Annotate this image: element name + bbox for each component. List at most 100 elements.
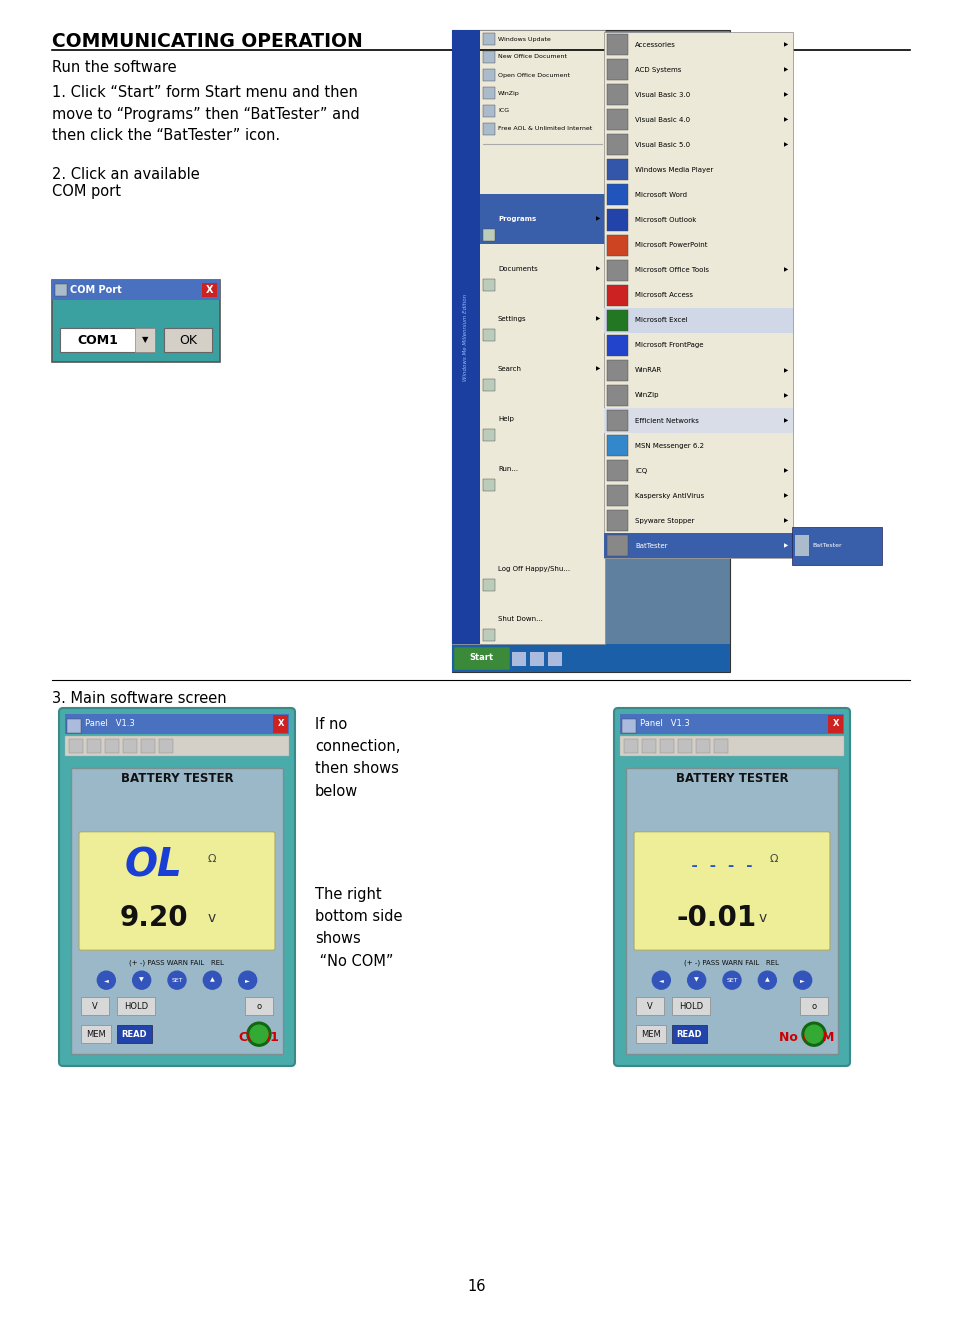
Bar — [641, 739, 656, 753]
Bar — [482, 278, 495, 290]
Text: ▲: ▲ — [764, 978, 769, 983]
Text: Spyware Stopper: Spyware Stopper — [635, 518, 694, 523]
Bar — [606, 485, 627, 506]
Text: WinZip: WinZip — [497, 91, 519, 96]
Text: Panel   V1.3: Panel V1.3 — [85, 719, 134, 729]
Text: Shut Down...: Shut Down... — [497, 615, 542, 622]
Bar — [482, 87, 495, 99]
Bar — [123, 739, 137, 753]
Circle shape — [203, 971, 221, 990]
Bar — [141, 739, 154, 753]
Text: ▶: ▶ — [595, 366, 599, 372]
Text: Settings: Settings — [497, 316, 526, 322]
Bar — [135, 328, 154, 352]
Text: Run...: Run... — [497, 466, 517, 472]
Bar — [105, 739, 119, 753]
Text: X: X — [832, 719, 839, 729]
Text: Windows Me Millennium Edition: Windows Me Millennium Edition — [463, 293, 468, 381]
Bar — [71, 769, 283, 1054]
Bar — [606, 260, 627, 281]
Text: COM1: COM1 — [77, 333, 118, 346]
Text: ▼: ▼ — [142, 336, 148, 345]
Bar — [606, 436, 627, 456]
Bar — [606, 184, 627, 205]
Bar — [69, 739, 83, 753]
Text: Start: Start — [469, 654, 493, 662]
Text: MEM: MEM — [86, 1030, 106, 1039]
Bar — [636, 1026, 665, 1043]
Text: 2. Click an available: 2. Click an available — [52, 166, 199, 182]
Bar — [65, 737, 289, 757]
Bar — [482, 33, 495, 45]
Bar — [482, 429, 495, 441]
Text: READ: READ — [121, 1030, 147, 1039]
Circle shape — [801, 1022, 825, 1046]
Text: Microsoft PowerPoint: Microsoft PowerPoint — [635, 242, 707, 248]
Text: - - - -: - - - - — [690, 858, 754, 874]
Text: COM1: COM1 — [238, 1031, 278, 1044]
Bar — [827, 715, 842, 733]
Bar — [625, 769, 837, 1054]
Text: Microsoft Access: Microsoft Access — [635, 292, 692, 298]
Bar — [619, 714, 843, 734]
Text: ►: ► — [245, 978, 250, 983]
Text: OL: OL — [125, 847, 183, 884]
Bar — [606, 310, 627, 330]
Bar — [454, 647, 509, 669]
Bar — [273, 715, 288, 733]
Text: ▶: ▶ — [595, 266, 599, 272]
Text: Search: Search — [497, 366, 521, 372]
Circle shape — [238, 971, 256, 990]
Bar — [452, 31, 729, 673]
Text: Visual Basic 3.0: Visual Basic 3.0 — [635, 92, 689, 97]
Circle shape — [722, 971, 740, 990]
Bar — [482, 69, 495, 81]
Bar — [512, 651, 525, 666]
Text: ICG: ICG — [497, 108, 509, 113]
Text: MEM: MEM — [640, 1030, 660, 1039]
Bar — [81, 1026, 111, 1043]
Circle shape — [250, 1026, 268, 1043]
Bar — [202, 282, 216, 297]
Text: Windows Update: Windows Update — [497, 36, 550, 41]
Text: (+ -) PASS WARN FAIL   REL: (+ -) PASS WARN FAIL REL — [684, 960, 779, 967]
Bar — [794, 535, 808, 555]
Text: ▶: ▶ — [782, 67, 787, 72]
Text: Ω: Ω — [207, 854, 215, 864]
Text: SET: SET — [171, 978, 183, 983]
Bar — [452, 643, 729, 673]
Bar — [791, 527, 881, 565]
Bar — [800, 998, 827, 1015]
Text: Microsoft Word: Microsoft Word — [635, 192, 686, 198]
Text: o: o — [811, 1002, 816, 1011]
Text: ICQ: ICQ — [635, 468, 646, 474]
Bar — [60, 328, 154, 352]
Text: ▶: ▶ — [782, 268, 787, 273]
Circle shape — [168, 971, 186, 990]
Text: COM Port: COM Port — [70, 285, 122, 294]
Bar — [52, 280, 220, 362]
Text: ▶: ▶ — [782, 117, 787, 123]
Text: READ: READ — [676, 1030, 701, 1039]
Text: ▼: ▼ — [694, 978, 699, 983]
Text: ◄: ◄ — [104, 978, 109, 983]
Text: ▶: ▶ — [595, 217, 599, 221]
Text: 3. Main software screen: 3. Main software screen — [52, 691, 227, 706]
Bar — [606, 234, 627, 256]
Text: If no
connection,
then shows
below: If no connection, then shows below — [314, 717, 400, 799]
Bar — [678, 739, 691, 753]
Circle shape — [247, 1022, 271, 1046]
Bar — [606, 135, 627, 156]
Bar — [619, 737, 843, 757]
Text: BatTester: BatTester — [635, 543, 667, 549]
Bar — [164, 328, 212, 352]
Text: ◄: ◄ — [659, 978, 663, 983]
Bar — [606, 510, 627, 531]
Bar — [482, 579, 495, 591]
Bar — [606, 360, 627, 381]
FancyBboxPatch shape — [634, 831, 829, 950]
Bar — [603, 308, 792, 333]
Text: ▶: ▶ — [782, 143, 787, 148]
Text: BatTester: BatTester — [811, 543, 841, 549]
Bar — [603, 408, 792, 433]
